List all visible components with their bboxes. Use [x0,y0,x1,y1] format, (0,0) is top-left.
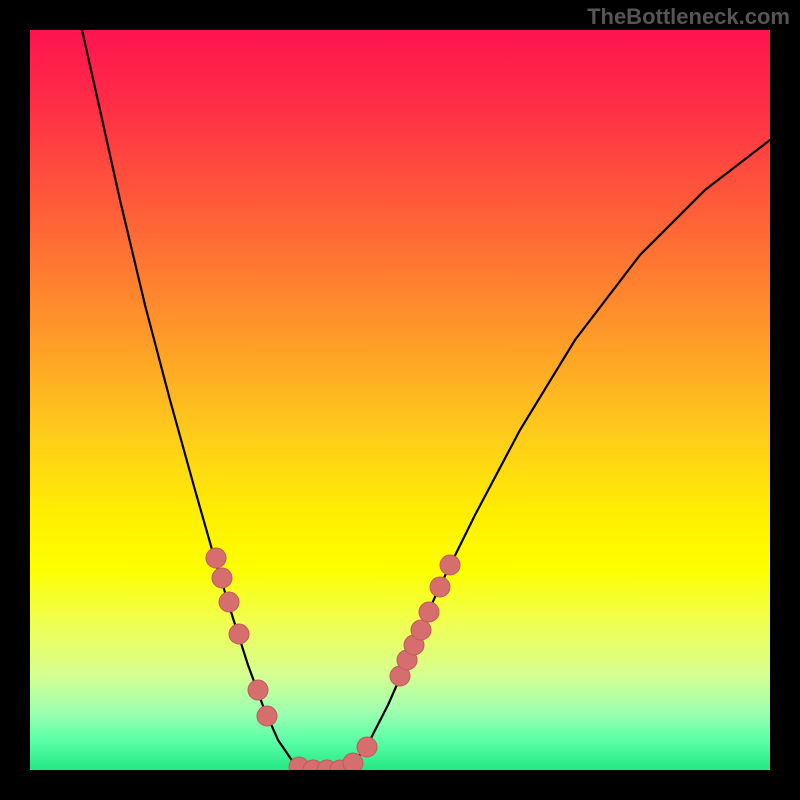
marker-left [229,624,249,644]
marker-bottom [343,753,363,773]
marker-left [219,592,239,612]
marker-left [248,680,268,700]
marker-bottom [357,737,377,757]
marker-right [411,620,431,640]
marker-left [257,706,277,726]
watermark-text: TheBottleneck.com [587,4,790,30]
chart-svg [0,0,800,800]
marker-left [206,548,226,568]
bottleneck-chart: TheBottleneck.com [0,0,800,800]
marker-right [440,555,460,575]
marker-left [212,568,232,588]
marker-right [419,602,439,622]
marker-right [430,577,450,597]
